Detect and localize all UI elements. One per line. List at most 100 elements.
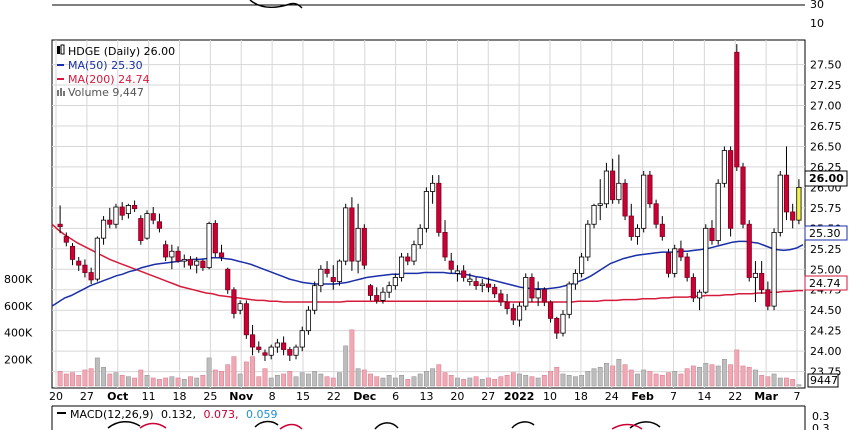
candle-body bbox=[560, 313, 566, 334]
candle-body bbox=[579, 256, 585, 274]
volume-bar bbox=[380, 377, 386, 387]
volume-bar bbox=[535, 377, 541, 387]
volume-bar bbox=[753, 369, 758, 387]
candle bbox=[634, 224, 641, 245]
volume-bar bbox=[684, 368, 690, 387]
volume-bars bbox=[57, 329, 802, 387]
x-tick-label: 8 bbox=[269, 390, 276, 403]
candle bbox=[579, 252, 585, 278]
candle-body bbox=[492, 286, 498, 295]
candle-body bbox=[57, 223, 63, 228]
volume-bar bbox=[554, 367, 560, 387]
volume-bar bbox=[498, 376, 504, 387]
volume-bar bbox=[579, 375, 585, 387]
candle bbox=[405, 252, 411, 266]
volume-bar bbox=[163, 377, 169, 387]
candle bbox=[411, 240, 417, 266]
candle bbox=[312, 281, 318, 315]
ma50-price-badge: 25.30 bbox=[804, 225, 848, 241]
candle bbox=[150, 207, 156, 225]
x-tick-label: 18 bbox=[574, 390, 588, 403]
volume-bar bbox=[448, 375, 454, 387]
price-tick-label: 24.00 bbox=[810, 345, 842, 358]
candle-body bbox=[709, 227, 715, 242]
volume-bar bbox=[635, 373, 640, 387]
macd-tick-upper: 0.3 bbox=[812, 410, 830, 423]
price-tick-label: 24.25 bbox=[810, 325, 842, 338]
candle bbox=[622, 179, 628, 221]
candle bbox=[467, 273, 473, 286]
candle bbox=[367, 284, 374, 301]
volume-bar bbox=[392, 377, 398, 387]
candle bbox=[163, 240, 169, 262]
candle bbox=[479, 279, 485, 293]
candle bbox=[690, 273, 696, 303]
candle bbox=[113, 203, 119, 229]
candle-body bbox=[330, 277, 336, 282]
candle bbox=[181, 254, 187, 268]
candle bbox=[268, 344, 274, 360]
volume-bar bbox=[529, 376, 535, 387]
volume-bar bbox=[740, 365, 746, 387]
candle bbox=[63, 232, 69, 247]
macd-legend: MACD(12,26,9) 0.132, 0.073, 0.059 bbox=[70, 408, 278, 421]
candle bbox=[628, 203, 634, 241]
candle-body bbox=[287, 349, 293, 356]
candle-body bbox=[225, 268, 231, 291]
candle bbox=[547, 300, 554, 323]
volume-bar bbox=[113, 372, 119, 387]
moving-averages bbox=[51, 223, 804, 307]
top-tick-30: 30 bbox=[810, 0, 824, 11]
candle-body bbox=[218, 252, 225, 258]
candle-body bbox=[554, 317, 560, 334]
candle-body bbox=[256, 346, 262, 350]
candle bbox=[392, 273, 398, 290]
candle bbox=[740, 162, 746, 229]
candle bbox=[572, 269, 578, 290]
candle bbox=[734, 44, 740, 172]
candle-body bbox=[454, 270, 461, 274]
volume-bar bbox=[622, 364, 628, 387]
candle-body bbox=[461, 270, 467, 278]
candle-body bbox=[138, 218, 144, 242]
candle bbox=[299, 326, 305, 352]
candle-body bbox=[200, 260, 206, 269]
candle bbox=[790, 203, 796, 229]
candle-body bbox=[759, 272, 765, 291]
volume-bar bbox=[318, 373, 324, 387]
volume-bar bbox=[194, 377, 200, 387]
candle-body bbox=[231, 289, 237, 314]
x-tick-label: 2022 bbox=[504, 390, 535, 403]
candle-body bbox=[94, 237, 100, 280]
x-tick-label: 7 bbox=[670, 390, 677, 403]
candle bbox=[473, 277, 479, 290]
volume-axis: 200K 400K 600K 800K bbox=[4, 273, 33, 366]
volume-bar bbox=[70, 372, 75, 387]
candle-body bbox=[386, 285, 392, 293]
svg-text:9447: 9447 bbox=[810, 374, 838, 387]
candle-body bbox=[324, 268, 330, 274]
candle bbox=[374, 287, 380, 304]
candle-body bbox=[299, 330, 305, 348]
volume-bar bbox=[343, 345, 349, 387]
candle-body bbox=[436, 182, 442, 233]
candle bbox=[703, 224, 709, 294]
candle-body bbox=[647, 174, 653, 205]
x-tick-label: 10 bbox=[543, 390, 557, 403]
volume-bar bbox=[455, 377, 460, 387]
candle-body bbox=[82, 264, 88, 273]
x-tick-label: 22 bbox=[728, 390, 742, 403]
x-tick-label: 27 bbox=[80, 390, 94, 403]
svg-text:26.00: 26.00 bbox=[809, 172, 844, 185]
candle bbox=[492, 284, 498, 298]
volume-bar bbox=[616, 359, 622, 387]
candle-body bbox=[485, 283, 492, 288]
candle-body bbox=[343, 207, 349, 262]
candle-body bbox=[187, 259, 194, 266]
candle bbox=[132, 200, 138, 212]
candle bbox=[746, 220, 752, 282]
volume-bar bbox=[423, 371, 429, 387]
candle bbox=[293, 344, 299, 360]
macd-tick-lower: 0.3 bbox=[812, 422, 830, 430]
candle bbox=[610, 158, 616, 204]
